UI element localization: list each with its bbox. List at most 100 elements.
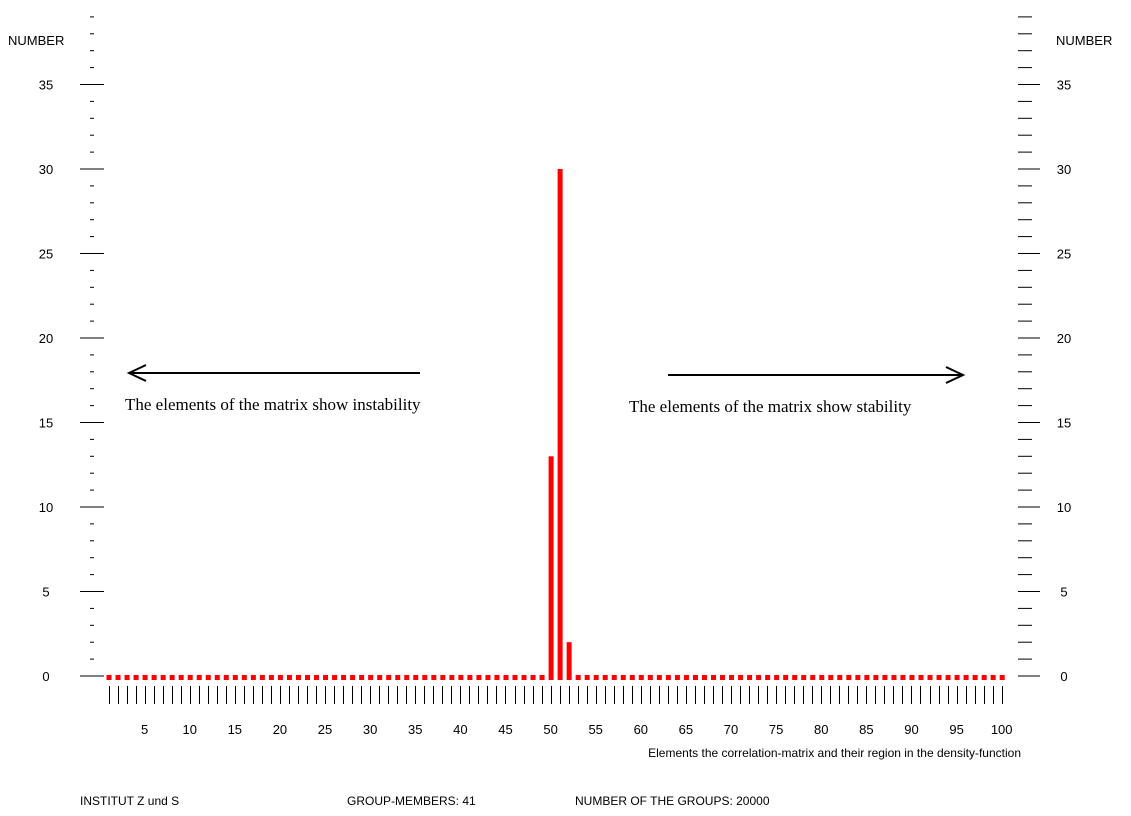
number-of-groups-label: NUMBER OF THE GROUPS: 20000	[575, 794, 770, 808]
zero-marker	[521, 675, 527, 680]
zero-marker	[593, 675, 599, 680]
instability-annotation: The elements of the matrix show instabil…	[125, 364, 421, 414]
zero-marker	[990, 675, 996, 680]
zero-marker	[747, 675, 753, 680]
zero-marker	[774, 675, 780, 680]
zero-marker	[250, 675, 256, 680]
zero-marker	[954, 675, 960, 680]
zero-marker	[232, 675, 238, 680]
x-tick-label: 35	[408, 722, 422, 737]
zero-marker	[142, 675, 148, 680]
zero-marker	[268, 675, 274, 680]
stability-annotation: The elements of the matrix show stabilit…	[629, 366, 966, 416]
zero-marker	[160, 675, 166, 680]
zero-marker	[214, 675, 220, 680]
zero-marker	[304, 675, 310, 680]
zero-marker	[187, 675, 193, 680]
zero-marker	[828, 675, 834, 680]
zero-marker	[223, 675, 229, 680]
left-y-tick-label: 0	[42, 669, 49, 684]
zero-marker	[656, 675, 662, 680]
zero-marker	[783, 675, 789, 680]
zero-marker	[611, 675, 617, 680]
x-tick-label: 85	[859, 722, 873, 737]
right-y-tick-label: 30	[1057, 162, 1071, 177]
right-y-tick-label: 15	[1057, 416, 1071, 431]
zero-marker	[332, 675, 338, 680]
zero-marker	[864, 675, 870, 680]
zero-marker	[458, 675, 464, 680]
zero-marker	[314, 675, 320, 680]
right-y-tick-label: 20	[1057, 331, 1071, 346]
zero-marker	[936, 675, 942, 680]
zero-marker	[918, 675, 924, 680]
left-y-tick-label: 35	[39, 78, 53, 93]
zero-marker	[584, 675, 590, 680]
zero-marker	[674, 675, 680, 680]
x-tick-label: 70	[724, 722, 738, 737]
zero-marker	[169, 675, 175, 680]
x-tick-label: 30	[363, 722, 377, 737]
x-tick-label: 40	[453, 722, 467, 737]
zero-marker	[638, 675, 644, 680]
zero-marker	[873, 675, 879, 680]
x-tick-label: 55	[588, 722, 602, 737]
zero-marker	[683, 675, 689, 680]
left-y-tick-label: 25	[39, 247, 53, 262]
right-y-axis: 0 5 10 15 20 25 30 35	[1018, 16, 1071, 684]
bar	[566, 642, 572, 680]
zero-marker	[530, 675, 536, 680]
zero-marker	[467, 675, 473, 680]
right-y-tick-label: 25	[1057, 247, 1071, 262]
zero-marker	[503, 675, 509, 680]
bars	[548, 169, 572, 680]
zero-marker	[395, 675, 401, 680]
zero-marker	[999, 675, 1005, 680]
left-y-axis: 0 5 10 15 20 25 30 35	[39, 16, 104, 684]
zero-marker	[629, 675, 635, 680]
zero-marker	[539, 675, 545, 680]
zero-marker	[792, 675, 798, 680]
zero-marker	[494, 675, 500, 680]
x-tick-label: 75	[769, 722, 783, 737]
right-y-axis-title: NUMBER	[1056, 33, 1112, 48]
zero-marker	[133, 675, 139, 680]
x-tick-label: 45	[498, 722, 512, 737]
zero-marker	[810, 675, 816, 680]
zero-marker	[295, 675, 301, 680]
zero-marker	[846, 675, 852, 680]
x-tick-label: 60	[634, 722, 648, 737]
right-y-tick-label: 5	[1060, 585, 1067, 600]
zero-marker	[882, 675, 888, 680]
x-tick-label: 15	[228, 722, 242, 737]
zero-marker	[765, 675, 771, 680]
x-tick-label: 95	[949, 722, 963, 737]
zero-marker	[205, 675, 211, 680]
bar	[557, 169, 563, 680]
left-arrow-head-icon	[126, 364, 147, 382]
left-y-tick-label: 5	[42, 585, 49, 600]
right-arrow-head-icon	[945, 366, 966, 384]
x-tick-label: 90	[904, 722, 918, 737]
zero-marker	[981, 675, 987, 680]
group-members-label: GROUP-MEMBERS: 41	[347, 794, 476, 808]
x-tick-label: 20	[273, 722, 287, 737]
zero-marker	[837, 675, 843, 680]
x-tick-label: 25	[318, 722, 332, 737]
zero-marker	[359, 675, 365, 680]
zero-marker	[259, 675, 265, 680]
x-tick-label: 5	[141, 722, 148, 737]
instability-text: The elements of the matrix show instabil…	[125, 395, 421, 414]
zero-marker	[178, 675, 184, 680]
left-y-tick-label: 30	[39, 162, 53, 177]
zero-marker	[720, 675, 726, 680]
zero-marker	[710, 675, 716, 680]
institute-label: INSTITUT Z und S	[80, 794, 180, 808]
zero-marker	[368, 675, 374, 680]
zero-marker	[738, 675, 744, 680]
zero-marker	[512, 675, 518, 680]
x-tick-label: 50	[543, 722, 557, 737]
zero-marker	[422, 675, 428, 680]
zero-marker	[485, 675, 491, 680]
